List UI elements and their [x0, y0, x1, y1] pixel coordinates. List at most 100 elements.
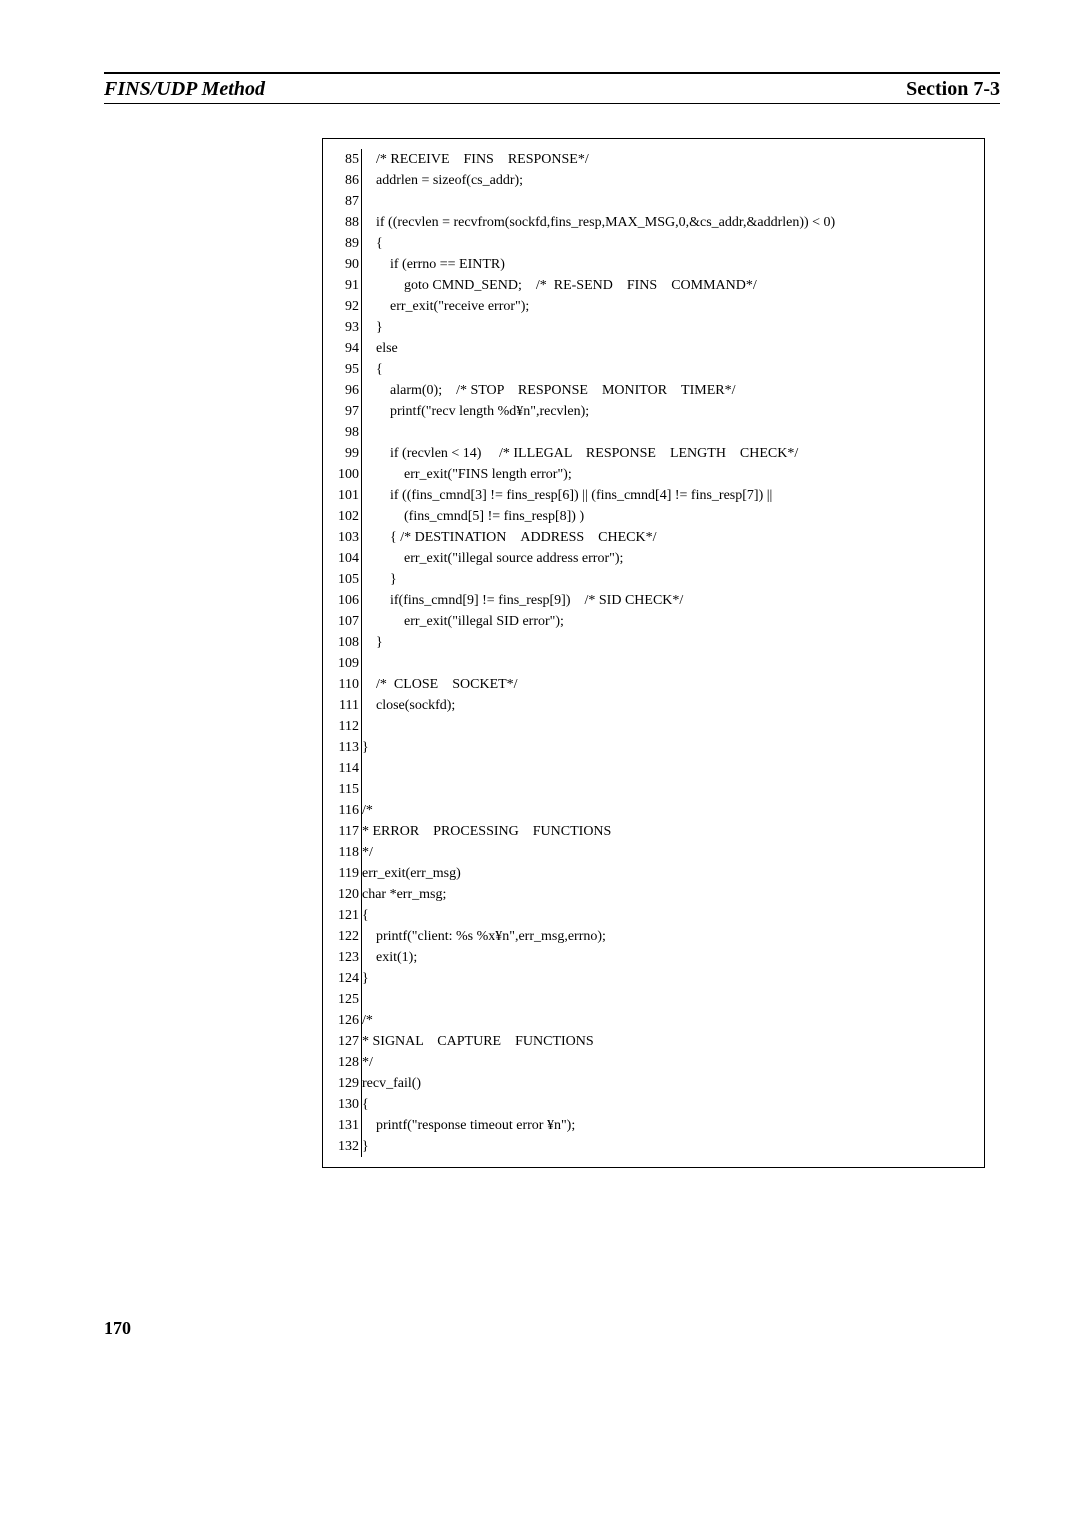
code-line: 124}	[323, 968, 984, 989]
code-line: 121{	[323, 905, 984, 926]
line-number: 113	[323, 737, 362, 758]
code-line: 131 printf("response timeout error ¥n");	[323, 1115, 984, 1136]
header-title-right: Section 7-3	[906, 78, 1000, 101]
code-content: (fins_cmnd[5] != fins_resp[8]) )	[362, 506, 584, 527]
line-number: 111	[323, 695, 362, 716]
line-number: 119	[323, 863, 362, 884]
code-line: 97 printf("recv length %d¥n",recvlen);	[323, 401, 984, 422]
code-line: 89 {	[323, 233, 984, 254]
code-line: 93 }	[323, 317, 984, 338]
code-line: 104 err_exit("illegal source address err…	[323, 548, 984, 569]
code-line: 88 if ((recvlen = recvfrom(sockfd,fins_r…	[323, 212, 984, 233]
line-number: 87	[323, 191, 362, 212]
code-line: 111 close(sockfd);	[323, 695, 984, 716]
code-content: /* CLOSE SOCKET*/	[362, 674, 518, 695]
code-line: 122 printf("client: %s %x¥n",err_msg,err…	[323, 926, 984, 947]
line-number: 85	[323, 149, 362, 170]
code-content: * SIGNAL CAPTURE FUNCTIONS	[362, 1031, 594, 1052]
code-content: */	[362, 842, 373, 863]
line-number: 97	[323, 401, 362, 422]
code-line: 95 {	[323, 359, 984, 380]
line-number: 129	[323, 1073, 362, 1094]
code-line: 108 }	[323, 632, 984, 653]
code-content: printf("response timeout error ¥n");	[362, 1115, 575, 1136]
header-underline	[104, 103, 1000, 104]
code-content: err_exit("receive error");	[362, 296, 529, 317]
code-line: 101 if ((fins_cmnd[3] != fins_resp[6]) |…	[323, 485, 984, 506]
line-number: 107	[323, 611, 362, 632]
code-content: close(sockfd);	[362, 695, 455, 716]
code-line: 91 goto CMND_SEND; /* RE-SEND FINS COMMA…	[323, 275, 984, 296]
code-line: 109	[323, 653, 984, 674]
line-number: 94	[323, 338, 362, 359]
code-content: if (recvlen < 14) /* ILLEGAL RESPONSE LE…	[362, 443, 798, 464]
line-number: 130	[323, 1094, 362, 1115]
code-content: recv_fail()	[362, 1073, 421, 1094]
line-number: 95	[323, 359, 362, 380]
code-line: 128*/	[323, 1052, 984, 1073]
code-content: if ((recvlen = recvfrom(sockfd,fins_resp…	[362, 212, 835, 233]
code-line: 103 { /* DESTINATION ADDRESS CHECK*/	[323, 527, 984, 548]
code-line: 123 exit(1);	[323, 947, 984, 968]
line-number: 121	[323, 905, 362, 926]
line-number: 128	[323, 1052, 362, 1073]
line-number: 89	[323, 233, 362, 254]
line-number: 105	[323, 569, 362, 590]
code-content: else	[362, 338, 398, 359]
code-content: err_exit("illegal source address error")…	[362, 548, 623, 569]
code-content: }	[362, 737, 369, 758]
code-line: 96 alarm(0); /* STOP RESPONSE MONITOR TI…	[323, 380, 984, 401]
code-line: 126/*	[323, 1010, 984, 1031]
code-content: char *err_msg;	[362, 884, 446, 905]
line-number: 125	[323, 989, 362, 1010]
code-line: 110 /* CLOSE SOCKET*/	[323, 674, 984, 695]
header-title-left: FINS/UDP Method	[104, 78, 265, 101]
code-line: 125	[323, 989, 984, 1010]
code-content: /*	[362, 800, 373, 821]
code-content: * ERROR PROCESSING FUNCTIONS	[362, 821, 611, 842]
code-line: 118*/	[323, 842, 984, 863]
code-line: 100 err_exit("FINS length error");	[323, 464, 984, 485]
code-content: }	[362, 317, 383, 338]
code-content: {	[362, 905, 369, 926]
code-line: 87	[323, 191, 984, 212]
code-content: alarm(0); /* STOP RESPONSE MONITOR TIMER…	[362, 380, 735, 401]
code-line: 107 err_exit("illegal SID error");	[323, 611, 984, 632]
code-content: err_exit(err_msg)	[362, 863, 461, 884]
code-content: }	[362, 1136, 369, 1157]
code-content: /*	[362, 1010, 373, 1031]
code-content: printf("client: %s %x¥n",err_msg,errno);	[362, 926, 606, 947]
code-line: 113}	[323, 737, 984, 758]
line-number: 96	[323, 380, 362, 401]
line-number: 110	[323, 674, 362, 695]
line-number: 104	[323, 548, 362, 569]
line-number: 92	[323, 296, 362, 317]
line-number: 122	[323, 926, 362, 947]
code-content: }	[362, 632, 383, 653]
line-number: 123	[323, 947, 362, 968]
code-content: }	[362, 569, 397, 590]
line-number: 101	[323, 485, 362, 506]
code-line: 99 if (recvlen < 14) /* ILLEGAL RESPONSE…	[323, 443, 984, 464]
line-number: 98	[323, 422, 362, 443]
line-number: 100	[323, 464, 362, 485]
code-line: 117* ERROR PROCESSING FUNCTIONS	[323, 821, 984, 842]
line-number: 88	[323, 212, 362, 233]
line-number: 102	[323, 506, 362, 527]
line-number: 131	[323, 1115, 362, 1136]
code-container: 85 /* RECEIVE FINS RESPONSE*/86 addrlen …	[322, 138, 1000, 1168]
code-line: 119err_exit(err_msg)	[323, 863, 984, 884]
code-line: 105 }	[323, 569, 984, 590]
code-line: 90 if (errno == EINTR)	[323, 254, 984, 275]
code-line: 132}	[323, 1136, 984, 1157]
line-number: 103	[323, 527, 362, 548]
code-line: 94 else	[323, 338, 984, 359]
code-content: err_exit("FINS length error");	[362, 464, 572, 485]
code-line: 129recv_fail()	[323, 1073, 984, 1094]
code-line: 98	[323, 422, 984, 443]
code-line: 85 /* RECEIVE FINS RESPONSE*/	[323, 149, 984, 170]
line-number: 106	[323, 590, 362, 611]
line-number: 90	[323, 254, 362, 275]
code-content: if (errno == EINTR)	[362, 254, 505, 275]
code-content: {	[362, 233, 383, 254]
